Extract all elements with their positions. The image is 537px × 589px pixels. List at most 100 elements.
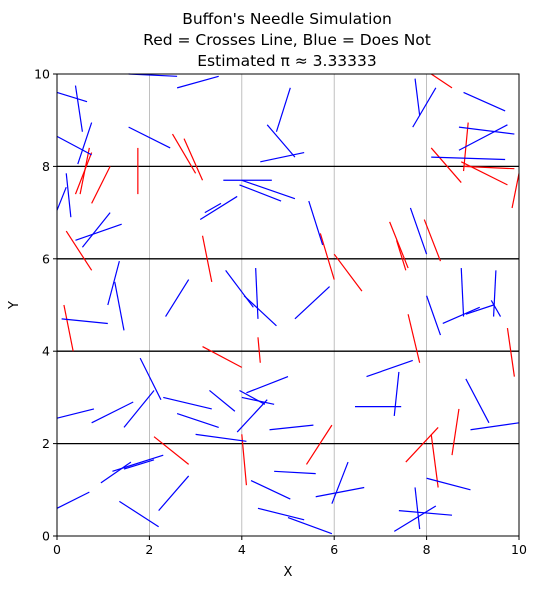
needle-no_cross-64 [56,491,90,509]
needle-crosses-23 [506,328,515,377]
needle-no_cross-29 [225,269,254,308]
needle-no_cross-11 [414,78,421,116]
needle-no_cross-23 [308,200,324,246]
x-axis-ticks: 0 2 4 6 8 10 [53,536,527,557]
y-axis-label: Y [7,301,22,310]
needle-crosses-7 [511,173,520,209]
y-tick-label-1: 2 [42,436,50,451]
y-tick-label-0: 0 [42,529,50,544]
needle-no_cross-26 [107,260,120,306]
needle-crosses-16 [389,221,409,269]
needle-no_cross-70 [287,516,333,535]
needle-no_cross-60 [123,459,155,470]
needle-no_cross-7 [266,124,296,158]
needle-crosses-8 [430,147,462,183]
plot-frame [56,73,520,537]
needle-crosses-1 [74,152,93,195]
needle-no_cross-21 [199,195,238,221]
needle-crosses-15 [333,253,363,292]
needle-no_cross-28 [165,279,190,317]
needle-no_cross-34 [426,295,442,336]
needle-no_cross-48 [470,422,520,431]
needle-no_cross-67 [315,486,365,498]
needle-no_cross-55 [269,424,314,431]
x-tick-label-1: 2 [145,542,153,557]
needle-no_cross-56 [246,376,289,394]
needle-no_cross-49 [56,408,95,419]
needle-no_cross-0 [56,91,88,103]
needle-crosses-21 [257,337,261,363]
needle-no_cross-61 [100,461,132,484]
needle-no_cross-50 [91,401,134,424]
needle-no_cross-6 [128,126,171,149]
needle-no_cross-66 [274,470,316,475]
x-tick-label-4: 8 [423,542,431,557]
needle-no_cross-58 [239,389,266,405]
needles [56,73,520,535]
needle-no_cross-36 [460,268,465,317]
needle-no_cross-14 [458,126,515,135]
needle-no_cross-42 [163,396,212,410]
needle-no_cross-8 [275,87,291,132]
y-tick-label-4: 8 [42,159,50,174]
needle-no_cross-43 [209,390,236,412]
needle-no_cross-40 [61,318,108,325]
plot-background [57,74,519,536]
needle-crosses-2 [91,166,111,204]
needle-no_cross-65 [250,480,291,500]
x-tick-label-5: 10 [511,542,527,557]
needle-crosses-19 [63,304,74,352]
needle-no_cross-32 [294,286,330,320]
needle-no_cross-25 [81,212,111,248]
x-tick-label-0: 0 [53,542,61,557]
x-tick-label-3: 6 [330,542,338,557]
plot-area [56,73,520,537]
y-tick-label-2: 4 [42,344,50,359]
needle-crosses-18 [423,219,442,262]
needle-crosses-22 [407,314,421,363]
chart-title-line-2: Red = Crosses Line, Blue = Does Not [143,31,431,49]
needle-crosses-10 [463,165,515,170]
needle-no_cross-9 [260,151,305,163]
needle-crosses-29 [451,408,460,456]
needle-crosses-24 [153,436,190,465]
needle-no_cross-52 [176,413,219,428]
needle-crosses-14 [319,233,335,280]
chart-title-line-1: Buffon's Needle Simulation [182,10,392,28]
needle-crosses-12 [65,230,93,271]
needle-no_cross-73 [414,487,421,530]
needle-crosses-13 [201,235,213,283]
needle-no_cross-12 [458,124,508,151]
needle-no_cross-20 [239,184,282,202]
needle-no_cross-1 [74,85,84,132]
needle-no_cross-39 [492,270,497,317]
needle-no_cross-45 [393,371,400,416]
needle-no_cross-41 [139,357,162,400]
needle-crosses-5 [183,138,204,181]
x-axis-label: X [284,565,293,580]
needle-no_cross-31 [243,295,277,327]
needle-crosses-17 [395,240,407,271]
needle-no_cross-53 [195,433,247,442]
needle-no_cross-35 [442,306,480,325]
needle-no_cross-13 [463,91,506,112]
needle-crosses-4 [171,133,197,174]
needle-no_cross-47 [465,378,490,424]
needle-no_cross-24 [75,223,122,241]
needle-no_cross-38 [490,300,502,317]
x-tick-label-2: 4 [238,542,246,557]
needle-no_cross-17 [65,173,72,218]
needle-crosses-28 [430,434,439,488]
needle-no_cross-30 [255,268,259,319]
needle-no_cross-3 [77,122,93,165]
needle-crosses-6 [430,73,453,89]
needle-no_cross-74 [426,477,471,491]
needle-no_cross-22 [204,202,222,214]
needle-no_cross-72 [393,505,437,532]
chart-title-line-3: Estimated π ≈ 3.33333 [197,52,377,70]
needle-no_cross-68 [331,461,349,504]
needle-no_cross-63 [119,500,159,528]
needle-no_cross-2 [56,135,92,156]
needle-no_cross-16 [56,186,67,211]
